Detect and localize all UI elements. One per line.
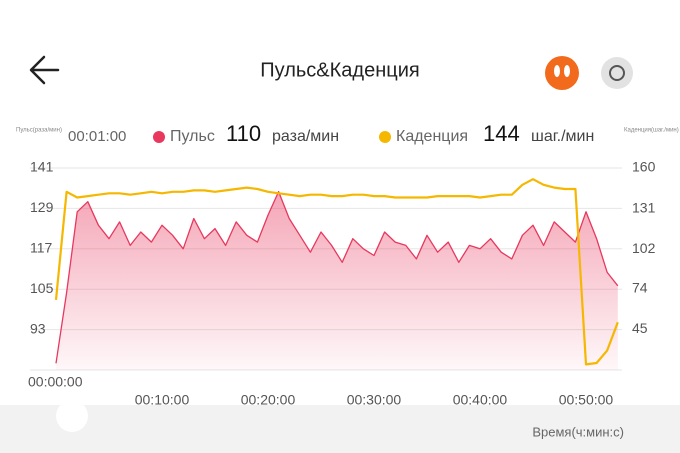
y2-tick-label: 102 — [632, 240, 656, 256]
legend-dot — [379, 131, 391, 143]
x-tick-label: 00:10:00 — [135, 392, 190, 408]
back-button[interactable] — [29, 55, 60, 85]
plot: 141 129 117 105 93 160 131 102 74 45 00:00:00 00:10… — [28, 159, 656, 408]
page-title: Пульс&Каденция — [260, 59, 419, 81]
x-tick-label: 00:30:00 — [347, 392, 402, 408]
legend-label: Пульс — [170, 128, 215, 145]
y2-tick-label: 131 — [632, 199, 656, 215]
x-axis-title: Время(ч:мин:с) — [532, 424, 624, 439]
area — [56, 191, 618, 370]
y2-tick-label: 45 — [632, 320, 648, 336]
x-tick-label: 00:50:00 — [559, 392, 614, 408]
line — [55, 190, 619, 364]
y-tick-label: 93 — [30, 320, 46, 336]
x-tick-label: 00:40:00 — [453, 392, 508, 408]
left-axis-title: Пульс(раза/мин) — [16, 128, 62, 134]
speed-button[interactable] — [601, 57, 633, 89]
legend-dot — [153, 131, 165, 143]
timeline-bar — [0, 405, 680, 453]
hr-unit: раза/мин — [272, 128, 339, 145]
y-tick-label: 141 — [30, 159, 54, 175]
line — [54, 178, 619, 366]
y-tick-label: 105 — [30, 280, 54, 296]
timeline-handle[interactable] — [56, 400, 88, 432]
right-axis-title: Каденция(шаг./мин) — [624, 128, 679, 134]
cad-value: 144 — [483, 121, 520, 146]
cad-unit: шаг./мин — [531, 128, 594, 145]
x-tick-label: 00:20:00 — [241, 392, 296, 408]
legend-label: Каденция — [396, 128, 468, 145]
y2-tick-label: 160 — [632, 159, 656, 175]
steps-button[interactable] — [545, 56, 579, 90]
hr-value: 110 — [226, 121, 261, 146]
y-tick-label: 117 — [30, 240, 53, 256]
x-tick-label: 00:00:00 — [28, 374, 83, 390]
cursor-time: 00:01:00 — [68, 128, 126, 145]
y2-tick-label: 74 — [632, 279, 648, 295]
y-tick-label: 129 — [30, 199, 54, 215]
